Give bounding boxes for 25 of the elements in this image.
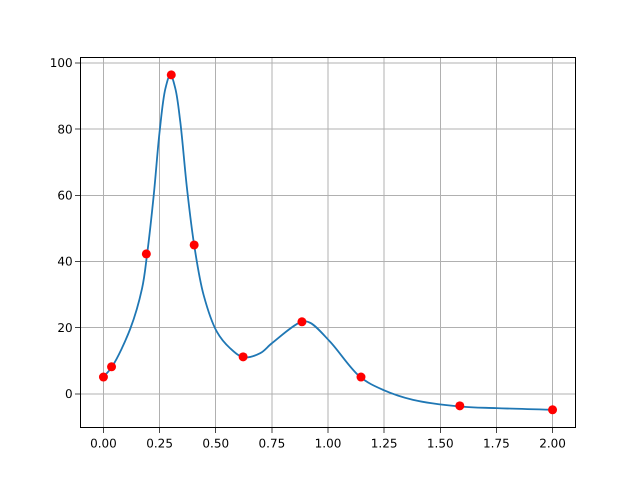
x-tick-label: 0.25 — [146, 436, 173, 450]
point — [142, 249, 151, 258]
y-tick-label: 20 — [57, 320, 73, 335]
point — [548, 405, 558, 414]
point — [190, 240, 199, 250]
x-tick-label: 0.00 — [90, 436, 117, 450]
x-tick-label: 2.00 — [539, 436, 566, 450]
y-tick-label: 60 — [57, 188, 73, 203]
point — [356, 372, 366, 382]
point — [238, 352, 248, 362]
point — [166, 70, 176, 80]
x-tick-label: 0.50 — [202, 436, 230, 450]
point — [98, 372, 108, 382]
x-tick-label: 1.25 — [370, 436, 398, 450]
point — [297, 317, 306, 326]
y-tick-label: 40 — [57, 254, 73, 269]
point — [107, 362, 116, 372]
y-tick-label: 100 — [50, 56, 73, 70]
y-tick-label: 80 — [57, 122, 73, 136]
point — [455, 401, 464, 410]
x-tick-label: 1.00 — [314, 436, 342, 450]
y-tick-label: 0 — [64, 387, 73, 402]
x-tick-label: 1.50 — [426, 436, 454, 450]
x-tick-label: 1.75 — [483, 436, 510, 450]
x-tick-label: 0.75 — [258, 436, 286, 450]
